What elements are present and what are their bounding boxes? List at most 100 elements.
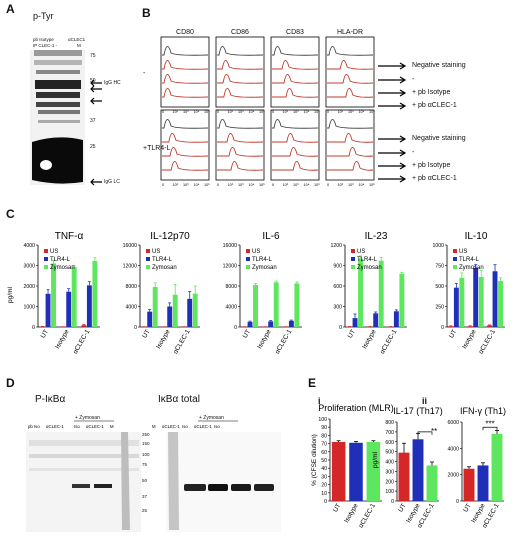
category-label: αCLEC-1 [274, 328, 294, 355]
bar [331, 441, 346, 501]
legend-label: TLR4-L [50, 257, 71, 263]
histogram-tick-label: 0 [327, 183, 329, 187]
panel-b-row-tlr4: +TLR4-L [143, 145, 171, 152]
histogram-curve [272, 147, 319, 157]
bar [478, 276, 484, 327]
bar [187, 298, 193, 327]
category-label: αCLEC-1 [172, 328, 192, 355]
histogram-curve [217, 161, 264, 171]
legend-arrow [378, 162, 407, 170]
histogram-curve [327, 74, 374, 84]
histogram-curve [217, 74, 264, 84]
category-label: αCLEC-1 [72, 328, 92, 355]
legend-swatch [246, 257, 250, 261]
y-tick-label: 12000 [223, 264, 238, 270]
histogram-tick-label: 10⁵ [314, 110, 320, 114]
histogram-tick-label: 0 [272, 183, 274, 187]
histogram-frame [270, 36, 320, 108]
panel-b-histograms: 0 10² 10³ 10⁴ 10⁵ 0 10² 10³ 10⁴ 10⁵ 0 10² 10³ 10⁴ 10⁵ 0… [160, 36, 407, 187]
y-tick-label: 0 [134, 325, 137, 331]
bar [399, 273, 405, 327]
bar [268, 321, 274, 327]
histogram-tick-label: 0 [327, 110, 329, 114]
histogram-curve [272, 161, 319, 171]
bar [352, 318, 358, 327]
category-label: αCLEC-1 [478, 328, 498, 355]
category-label: UT [40, 328, 50, 339]
legend-swatch [246, 265, 250, 269]
histogram-curve [272, 88, 319, 98]
legend-label: Zymosan [459, 265, 484, 271]
histogram-curve [162, 119, 209, 129]
panel-a-marker-75: 75 [90, 53, 96, 59]
y-tick-label: 70 [321, 442, 327, 448]
legend-swatch [44, 265, 48, 269]
bar [349, 442, 363, 501]
legend-label: TLR4-L [459, 257, 480, 263]
svg-text:αCLEC-1: αCLEC-1 [194, 424, 212, 429]
histogram-tick-label: 10³ [348, 183, 354, 187]
y-tick-label: 700 [385, 430, 394, 436]
y-tick-label: 2000 [23, 284, 35, 290]
histogram-tick-label: 10² [283, 110, 289, 114]
histogram-tick-label: 10³ [183, 110, 189, 114]
histogram-tick-label: 0 [162, 183, 164, 187]
y-tick-label: 16000 [223, 243, 238, 249]
panel-a-lane-ip: IP CLEC-1 - [33, 43, 58, 48]
histogram-curve [162, 74, 209, 84]
legend-arrow [378, 135, 407, 143]
y-tick-label: 4000 [225, 305, 237, 311]
histogram-tick-label: 10⁵ [314, 183, 320, 187]
legend-swatch [146, 257, 150, 261]
legend-arrow [378, 89, 407, 97]
legend-label: TLR4-L [152, 257, 173, 263]
category-label: αCLEC-1 [379, 328, 399, 355]
significance-stars: *** [485, 419, 494, 428]
panel-d-title-p: P-IκBα [35, 394, 66, 405]
bar [487, 325, 492, 327]
panel-a-marker-25: 25 [90, 144, 96, 150]
histogram-tick-label: 10³ [238, 183, 244, 187]
histogram-curve [327, 88, 374, 98]
histogram-tick-label: 10² [173, 110, 179, 114]
histogram-tick-label: 10³ [183, 183, 189, 187]
histogram-curve [327, 161, 374, 171]
bar [51, 263, 56, 327]
legend-swatch [351, 249, 355, 253]
bar [426, 465, 438, 501]
legend-label: Zymosan [252, 265, 277, 271]
panel-e-sub-ii: ii [422, 396, 428, 406]
histogram-curve [327, 119, 374, 129]
panel-d-left-marker-250: 250 [142, 432, 150, 437]
y-tick-label: 600 [385, 440, 394, 446]
y-tick-label: 40 [321, 466, 327, 472]
legend-arrow [378, 62, 407, 70]
bar [453, 287, 459, 327]
panel-e-label: E [308, 376, 317, 390]
histogram-curve [162, 133, 209, 143]
y-tick-label: 0 [441, 325, 444, 331]
panel-b-legend-neg-2: Negative staining [412, 135, 466, 142]
y-tick-label: 80 [321, 433, 327, 439]
chart-title: IL-23 [365, 231, 388, 242]
legend-arrow [378, 76, 407, 84]
svg-text:M: M [110, 424, 114, 429]
y-tick-label: 60 [321, 450, 327, 456]
histogram-frame [215, 36, 265, 108]
histogram-tick-label: 10³ [293, 183, 299, 187]
bar [412, 439, 424, 501]
histogram-frame [325, 36, 375, 108]
legend-swatch [146, 249, 150, 253]
svg-text:Iso: Iso [74, 424, 80, 429]
y-tick-label: 12000 [123, 264, 138, 270]
histogram-curve [217, 119, 264, 129]
panel-a-lane-aclec: αCLEC1 [68, 37, 86, 42]
histogram-curve [327, 46, 374, 56]
significance-bracket [482, 426, 498, 431]
histogram-tick-label: 0 [272, 110, 274, 114]
legend-label: US [252, 249, 260, 255]
legend-label: US [357, 249, 365, 255]
histogram-frame [270, 109, 320, 181]
bar [86, 285, 92, 327]
bar [247, 321, 253, 327]
